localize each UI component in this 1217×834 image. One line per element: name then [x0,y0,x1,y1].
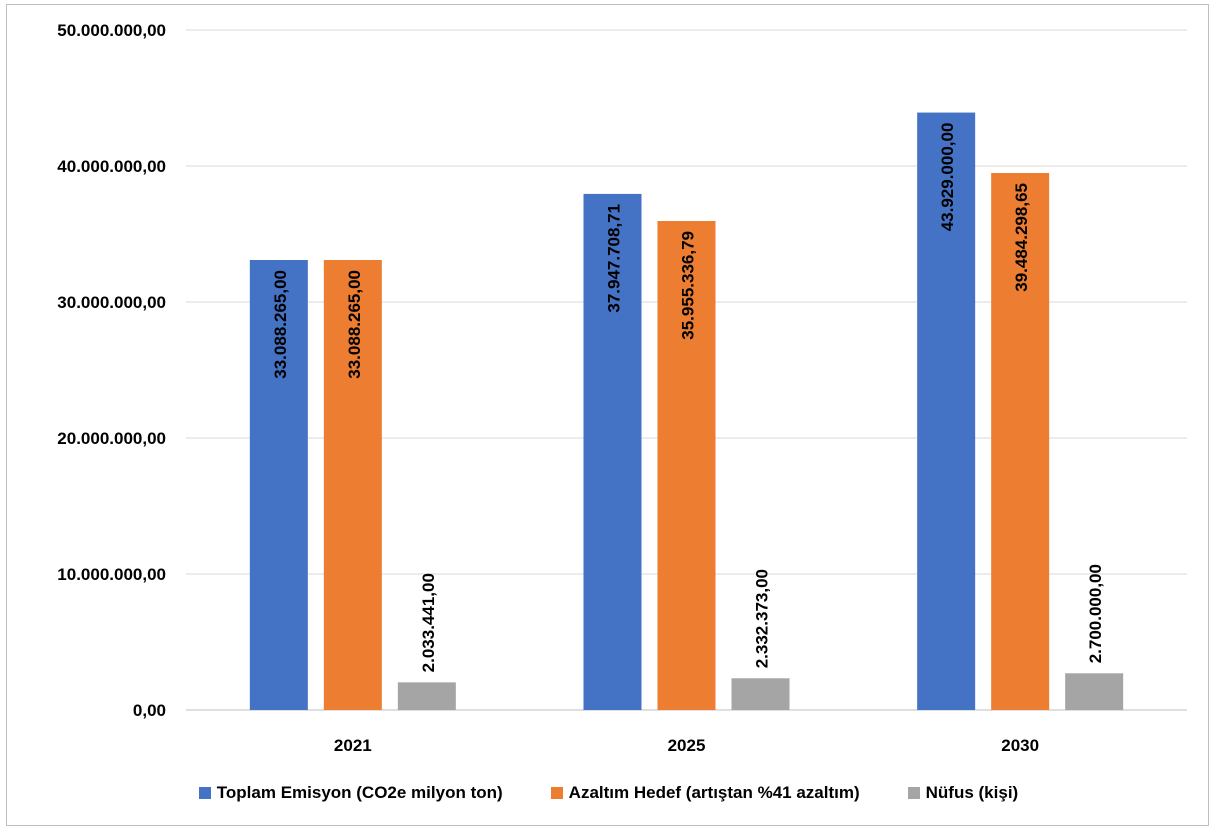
y-tick-label: 20.000.000,00 [57,429,166,448]
y-tick-label: 30.000.000,00 [57,293,166,312]
data-label: 2.332.373,00 [753,569,772,668]
y-tick-label: 50.000.000,00 [57,21,166,40]
x-tick-label: 2025 [668,736,706,755]
data-label: 33.088.265,00 [271,270,290,379]
data-label: 37.947.708,71 [605,204,624,313]
y-tick-label: 40.000.000,00 [57,157,166,176]
legend-label-nufus: Nüfus (kişi) [925,783,1019,802]
bar [657,221,716,710]
bar [249,259,308,710]
data-label: 39.484.298,65 [1012,183,1031,292]
x-tick-label: 2021 [334,736,372,755]
legend-label-azaltim-hedef: Azaltım Hedef (artıştan %41 azaltım) [568,783,860,802]
bar [323,259,382,710]
data-label: 33.088.265,00 [345,270,364,379]
bar [731,678,790,710]
y-tick-label: 10.000.000,00 [57,565,166,584]
legend-item-toplam-emisyon: Toplam Emisyon (CO2e milyon ton) [198,783,503,803]
legend-swatch-toplam-emisyon [198,787,211,799]
bar [917,112,976,710]
data-label: 35.955.336,79 [679,231,698,340]
legend-swatch-nufus [907,787,920,799]
legend-swatch-azaltim-hedef [550,787,563,799]
bar [397,682,456,710]
y-tick-label: 0,00 [133,701,166,720]
data-label: 43.929.000,00 [938,123,957,232]
legend-item-azaltim-hedef: Azaltım Hedef (artıştan %41 azaltım) [550,783,860,803]
legend-item-nufus: Nüfus (kişi) [907,783,1019,803]
x-tick-label: 2030 [1001,736,1039,755]
data-label: 2.700.000,00 [1086,564,1105,663]
bar [583,193,642,711]
data-label: 2.033.441,00 [419,573,438,672]
legend-label-toplam-emisyon: Toplam Emisyon (CO2e milyon ton) [216,783,503,802]
bar [991,173,1050,710]
legend: Toplam Emisyon (CO2e milyon ton) Azaltım… [0,783,1217,803]
bar [1065,673,1124,710]
